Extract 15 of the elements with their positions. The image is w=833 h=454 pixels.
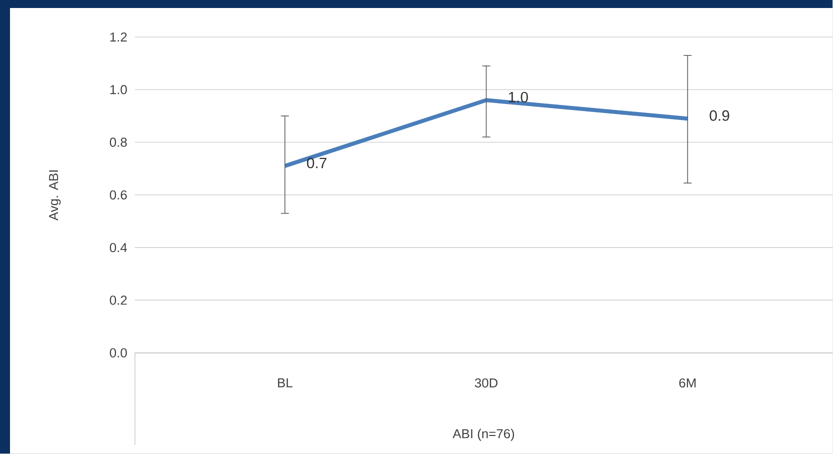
y-tick-label: 0.4 <box>110 243 127 252</box>
y-tick-label: 0.6 <box>110 190 127 200</box>
y-tick-label: 1.0 <box>110 85 127 94</box>
x-tick-label: 6M <box>679 378 696 388</box>
y-tick-label: 0.8 <box>110 138 127 147</box>
y-tick-label: 0.2 <box>110 296 127 305</box>
x-tick-label: 30D <box>474 378 498 388</box>
x-tick-label: BL <box>278 378 292 388</box>
y-tick-label: 1.2 <box>110 32 127 42</box>
y-tick-label: 0.0 <box>110 348 127 358</box>
y-axis-title: Avg. ABI <box>49 170 61 221</box>
data-label: 0.7 <box>306 158 326 168</box>
x-axis-title: ABI (n=76) <box>452 428 514 441</box>
data-label: 1.0 <box>508 92 528 103</box>
data-label: 0.9 <box>710 110 730 121</box>
